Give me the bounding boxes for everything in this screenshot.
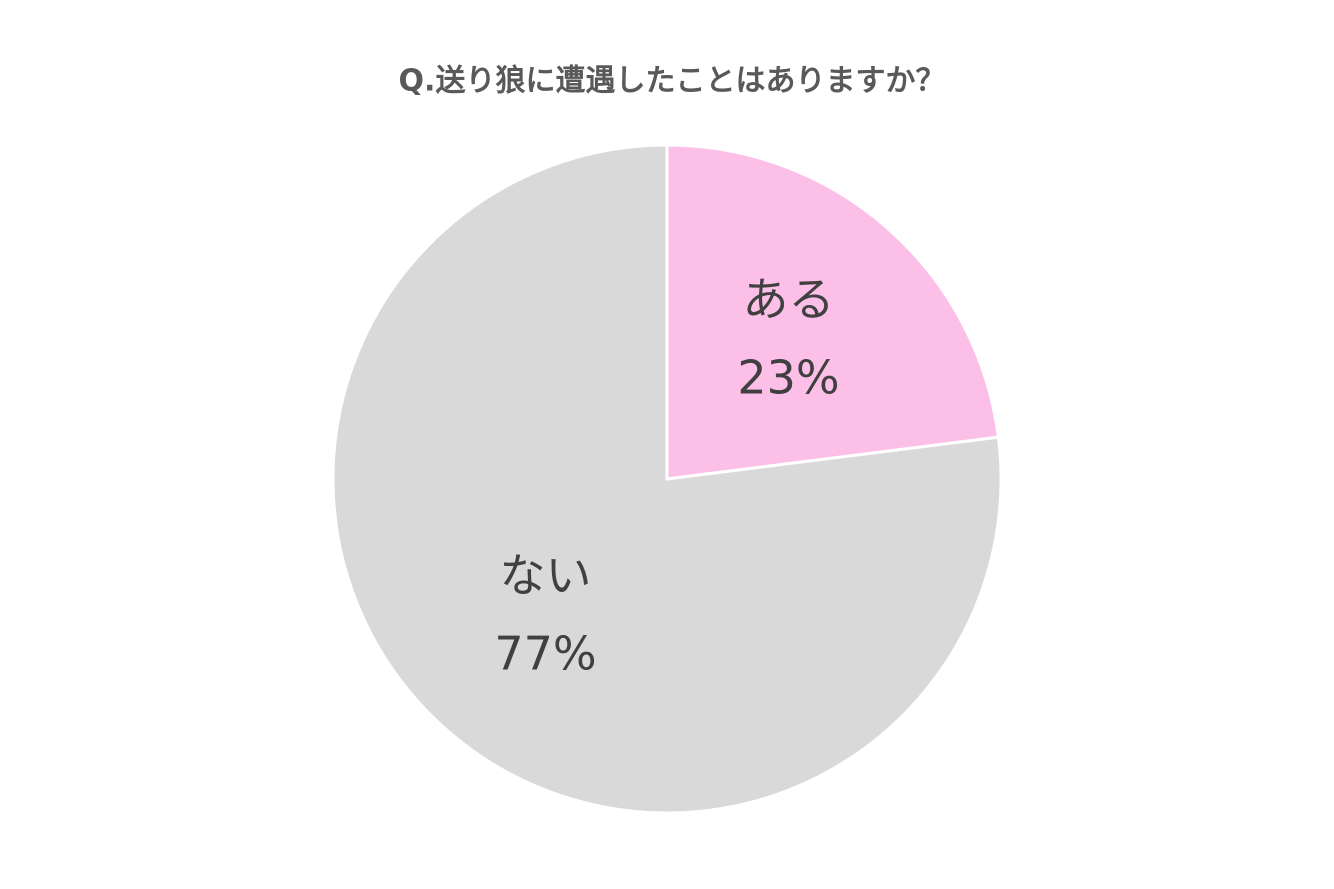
value-label: 77% [494, 626, 596, 680]
chart-title: Q.送り狼に遭遇したことはありますか？ [399, 64, 946, 99]
slice-label: ある [742, 273, 834, 327]
pie-slice [665, 143, 1001, 481]
slice-label: ない [500, 548, 592, 602]
value-label: 23% [737, 351, 839, 405]
pie-slice [331, 143, 1003, 815]
